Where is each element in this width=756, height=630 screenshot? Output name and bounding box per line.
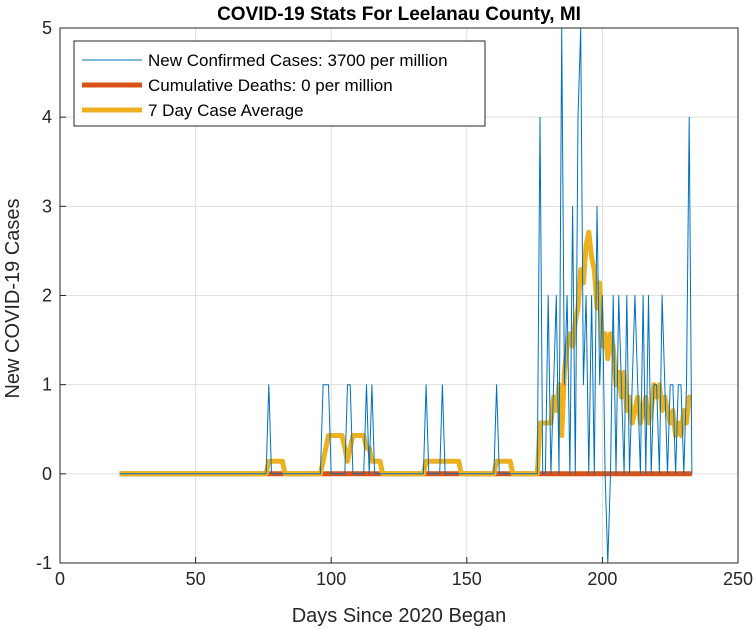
- x-tick-label: 0: [55, 569, 65, 589]
- y-tick-label: 1: [42, 375, 52, 395]
- y-tick-label: 5: [42, 18, 52, 38]
- legend: New Confirmed Cases: 3700 per million Cum…: [73, 40, 486, 127]
- y-tick-label: -1: [36, 553, 52, 573]
- y-axis-label: New COVID-19 Cases: [2, 198, 24, 398]
- x-tick-label: 100: [316, 569, 346, 589]
- x-tick-label: 200: [587, 569, 617, 589]
- y-tick-label: 0: [42, 464, 52, 484]
- legend-box: [73, 40, 486, 127]
- x-axis-label: Days Since 2020 Began: [292, 605, 507, 627]
- legend-label-3: 7 Day Case Average: [148, 101, 304, 120]
- chart-title: COVID-19 Stats For Leelanau County, MI: [217, 4, 581, 25]
- x-tick-label: 50: [186, 569, 206, 589]
- x-tick-label: 250: [723, 569, 753, 589]
- y-tick-label: 4: [42, 107, 52, 127]
- series-line-1: [119, 27, 693, 564]
- x-tick-label: 150: [452, 569, 482, 589]
- y-tick-label: 2: [42, 286, 52, 306]
- legend-label-1: New Confirmed Cases: 3700 per million: [148, 51, 448, 70]
- y-tick-label: 3: [42, 196, 52, 216]
- series-lines: [119, 27, 693, 564]
- legend-label-2: Cumulative Deaths: 0 per million: [148, 76, 393, 95]
